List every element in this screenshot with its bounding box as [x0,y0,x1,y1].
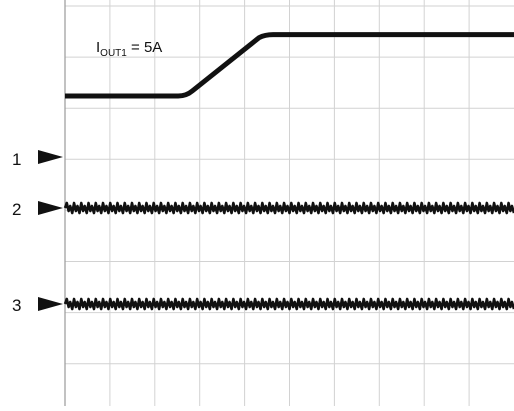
traces [63,32,514,311]
channel-marker-2: 2 [12,200,63,219]
channel-marker-3: 3 [12,296,63,315]
channel-arrow-1-icon [38,150,63,164]
annotation-subscript: OUT1 [100,48,127,59]
channel-label-3: 3 [12,296,21,315]
annotation-value: = 5A [127,39,162,56]
channel-marker-1: 1 [12,150,63,169]
channel-arrow-2-icon [38,201,63,215]
trace-ripple-3 [63,297,514,311]
channel-label-1: 1 [12,150,21,169]
annotation-main: I [96,39,100,56]
current-annotation: IOUT1 = 5A [96,39,162,59]
trace-iout1-step [65,32,514,99]
channel-arrow-3-icon [38,297,63,311]
trace-ripple-2 [63,201,514,215]
channel-label-2: 2 [12,200,21,219]
